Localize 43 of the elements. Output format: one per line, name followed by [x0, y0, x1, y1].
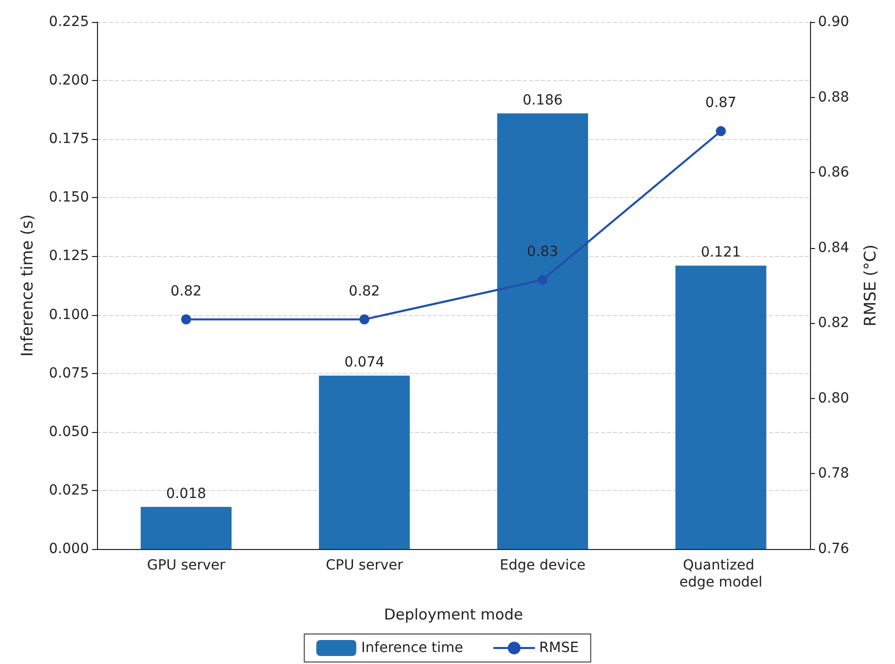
y-tick-label: 0.225	[48, 14, 89, 30]
y-tick-label: 0.050	[48, 424, 89, 440]
data-label: 0.074	[344, 354, 384, 371]
data-label: 0.83	[527, 244, 558, 260]
y2-tick-label: 0.80	[818, 390, 850, 406]
x-tick-label: Quantized edge model	[679, 558, 762, 590]
bar	[497, 113, 588, 549]
bar	[140, 506, 232, 549]
data-label: 0.186	[522, 92, 563, 108]
y2-tick-label: 0.82	[818, 315, 850, 332]
y-tick-label: 0.100	[48, 306, 89, 323]
y-tick-label: 0.000	[48, 541, 89, 557]
y-tick-label: 0.200	[48, 72, 89, 89]
data-label: 0.018	[166, 486, 206, 502]
point	[359, 314, 370, 324]
y2-tick-label: 0.78	[818, 466, 850, 482]
x-tick-label: CPU server	[326, 558, 404, 574]
y-tick-label: 0.075	[48, 365, 89, 382]
data-label: 0.82	[348, 283, 380, 300]
x-axis-title: Deployment mode	[384, 606, 524, 624]
data-label: 0.82	[170, 283, 202, 300]
data-label: 0.87	[705, 95, 736, 112]
y2-tick-label: 0.88	[818, 89, 850, 106]
y-tick-label: 0.175	[48, 131, 89, 148]
y-tick-label: 0.125	[48, 248, 89, 264]
legend-label: RMSE	[539, 640, 579, 656]
y2-axis-title: RMSE (°C)	[860, 244, 880, 326]
legend-label: Inference time	[361, 640, 464, 656]
y-tick-label: 0.025	[48, 482, 89, 498]
point	[181, 314, 192, 324]
y2-tick-label: 0.84	[818, 240, 850, 256]
y2-tick-label: 0.76	[818, 541, 850, 557]
bar	[318, 376, 410, 549]
point	[538, 274, 548, 285]
y2-tick-label: 0.90	[818, 14, 850, 30]
x-tick-label: Edge device	[500, 558, 586, 574]
data-label: 0.121	[700, 244, 741, 261]
bar	[675, 266, 766, 549]
y-axis-title: Inference time (s)	[18, 214, 36, 357]
x-tick-label: GPU server	[146, 558, 226, 574]
point	[716, 126, 726, 136]
y-tick-label: 0.150	[48, 190, 89, 206]
y2-tick-label: 0.86	[818, 164, 850, 181]
